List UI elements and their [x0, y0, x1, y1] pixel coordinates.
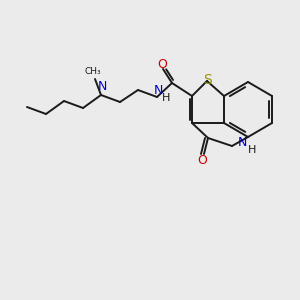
Text: N: N	[237, 136, 247, 149]
Text: CH₃: CH₃	[85, 68, 101, 76]
Text: H: H	[248, 145, 256, 155]
Text: H: H	[162, 93, 170, 103]
Text: O: O	[157, 58, 167, 70]
Text: S: S	[204, 73, 212, 87]
Text: N: N	[153, 85, 163, 98]
Text: O: O	[197, 154, 207, 167]
Text: N: N	[97, 80, 107, 94]
